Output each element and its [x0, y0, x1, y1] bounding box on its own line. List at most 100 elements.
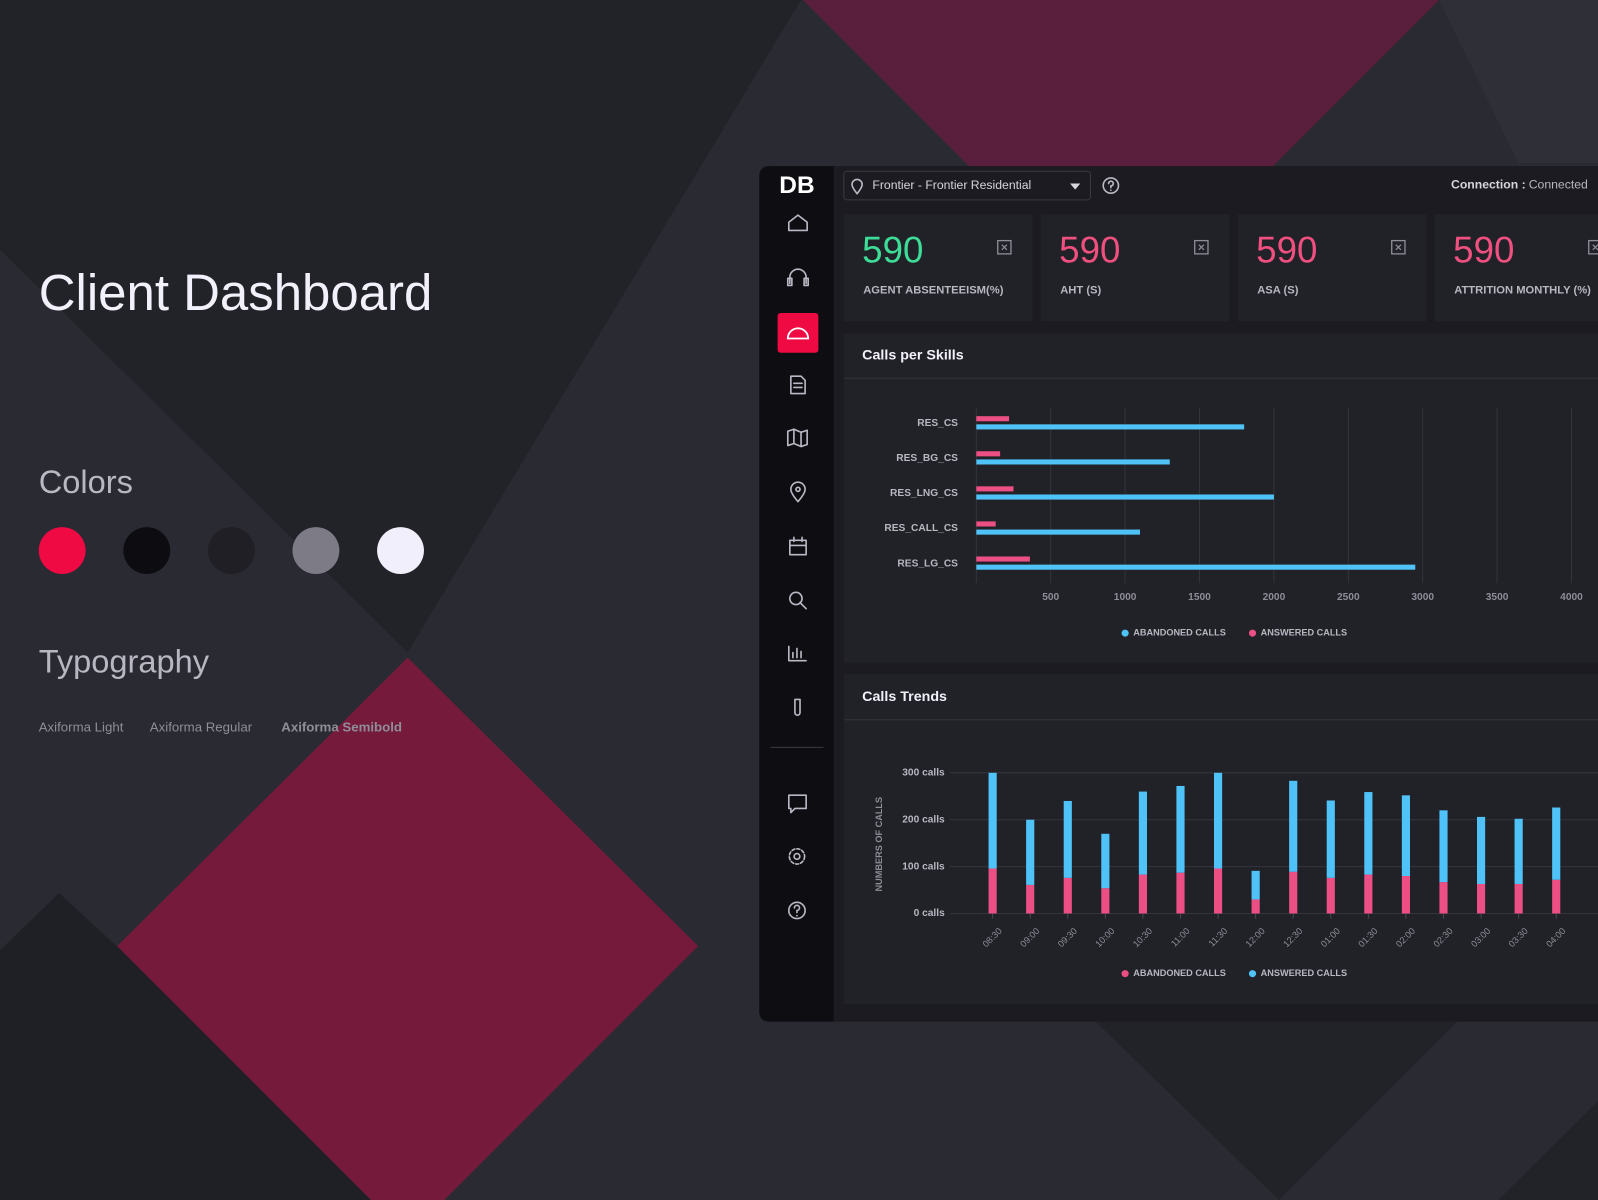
bar-segment: [1026, 884, 1035, 914]
x-tick-label: 2500: [1337, 592, 1360, 603]
kpi-value: 590: [1059, 230, 1120, 271]
y-tick-label: RES_LG_CS: [897, 558, 958, 569]
bar-segment: [1101, 888, 1110, 914]
location-select[interactable]: [843, 170, 1091, 201]
kpi-calendar-mark: [1198, 244, 1205, 251]
y-tick-label: RES_LNG_CS: [890, 488, 958, 499]
kpi-label: ASA (S): [1257, 285, 1299, 297]
kpi-calendar-mark: [1001, 244, 1008, 251]
kpi-value: 590: [1256, 230, 1317, 271]
x-tick-label: 500: [1042, 592, 1059, 603]
bar-segment: [1213, 868, 1223, 914]
stats-icon[interactable]: [787, 645, 807, 662]
font-samples: Axiforma Light Axiforma Regular Axiforma S…: [39, 719, 402, 734]
search-handle: [799, 601, 807, 610]
bar-segment: [988, 868, 997, 914]
bar-segment: [1026, 819, 1035, 885]
report-icon[interactable]: [790, 375, 806, 395]
map-icon[interactable]: [786, 428, 808, 448]
bar-segment: [1326, 800, 1335, 878]
sidebar: [759, 166, 834, 1022]
logo: DB: [779, 172, 814, 199]
bar-segment: [1063, 800, 1072, 878]
headset-icon[interactable]: [786, 268, 809, 287]
y-tick-label: 300 calls: [902, 767, 945, 778]
bar-segment: [1251, 870, 1260, 900]
bar: [976, 416, 1010, 422]
bar-segment: [1439, 810, 1448, 883]
legend-label: ANSWERED CALLS: [1261, 968, 1347, 978]
palette: [38, 527, 424, 575]
y-tick-label: 200 calls: [902, 814, 945, 825]
help-icon[interactable]: [787, 901, 806, 920]
y-tick-label: RES_CALL_CS: [884, 523, 958, 534]
legend-dot: [1121, 970, 1129, 978]
kpi-calendar-icon[interactable]: [997, 239, 1012, 255]
settings-icon[interactable]: [788, 847, 806, 865]
bar-segment: [1138, 791, 1147, 875]
active-nav[interactable]: [777, 312, 819, 353]
bar-segment: [988, 772, 997, 869]
bar-segment: [1552, 879, 1561, 914]
legend-label: ANSWERED CALLS: [1261, 628, 1347, 638]
bar: [976, 529, 1141, 535]
search-icon[interactable]: [789, 591, 803, 606]
home-icon[interactable]: [787, 214, 808, 232]
kpi-calendar-icon[interactable]: [1391, 239, 1406, 255]
bar-segment: [1552, 807, 1561, 880]
kpi-calendar-icon[interactable]: [1194, 239, 1209, 255]
x-tick-label: 3500: [1486, 592, 1509, 603]
help-button[interactable]: [1102, 177, 1120, 195]
color-swatch: [377, 527, 424, 575]
kpi-calendar-mark: [1592, 244, 1598, 251]
x-tick-label: 1500: [1188, 592, 1211, 603]
font-sample: Axiforma Semibold: [281, 719, 402, 734]
font-sample: Axiforma Light: [39, 719, 124, 734]
bar: [976, 556, 1030, 562]
chat-icon[interactable]: [787, 794, 807, 814]
help-glyph: [1107, 180, 1115, 192]
bg-shape: [803, 0, 1440, 319]
chart-title: Calls Trends: [862, 689, 947, 705]
pin-icon[interactable]: [790, 481, 806, 503]
bar-segment: [1138, 874, 1147, 914]
bar-segment: [1514, 883, 1523, 914]
bar-segment: [1176, 872, 1185, 914]
bar: [976, 564, 1416, 570]
bar: [976, 486, 1014, 492]
kpi-card: [1434, 214, 1598, 322]
bar-segment: [1213, 772, 1223, 869]
bar-segment: [1176, 785, 1185, 873]
bar-segment: [1476, 816, 1486, 884]
thermo-icon[interactable]: [794, 698, 801, 716]
bar-segment: [1476, 883, 1486, 914]
font-sample: Axiforma Regular: [150, 719, 253, 734]
x-tick-label: 4000: [1560, 592, 1583, 603]
page-title: Client Dashboard: [39, 264, 433, 321]
settings-core: [793, 852, 801, 861]
dashboard-icon: [786, 327, 810, 340]
bar-segment: [1401, 795, 1411, 876]
help-glyph: [793, 904, 801, 917]
kpi-label: AGENT ABSENTEEISM(%): [863, 285, 1003, 297]
location-icon: [851, 178, 864, 195]
x-tick-label: 2000: [1263, 592, 1286, 603]
bg-diamond: [117, 657, 699, 1200]
kpi-label: ATTRITION MONTHLY (%): [1454, 285, 1591, 297]
bar-segment: [1401, 875, 1411, 914]
section-heading: Typography: [39, 642, 210, 679]
kpi-calendar-icon[interactable]: [1588, 239, 1598, 255]
kpi-calendar-mark: [1395, 244, 1402, 251]
sidebar-icons: [770, 214, 824, 920]
bar-segment: [1326, 877, 1335, 914]
legend-dot: [1121, 629, 1129, 637]
bar: [976, 451, 1001, 457]
kpi-label: AHT (S): [1060, 285, 1101, 297]
section-heading: Colors: [39, 463, 133, 500]
kpi-value: 590: [862, 230, 923, 271]
bar-segment: [1251, 899, 1260, 914]
x-tick-label: 3000: [1411, 592, 1434, 603]
calendar-icon[interactable]: [789, 536, 807, 556]
kpi-card: [843, 214, 1033, 322]
